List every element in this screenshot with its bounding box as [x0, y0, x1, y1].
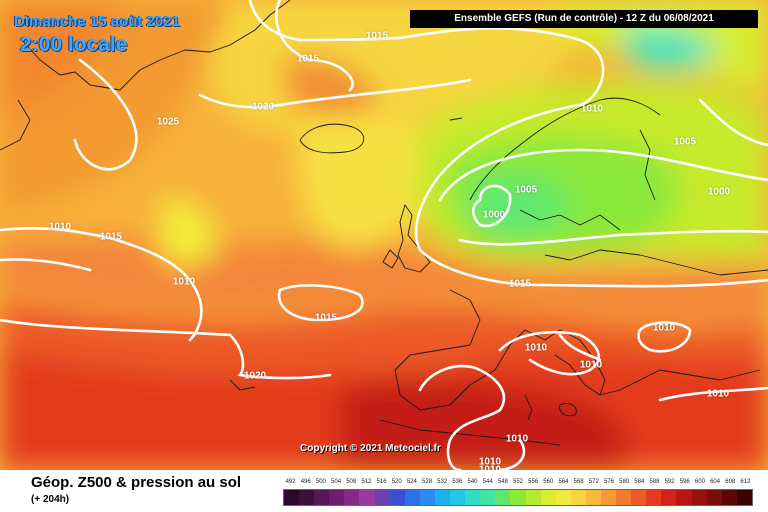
isobar-label: 1010	[579, 359, 603, 371]
isobar-label: 1010	[706, 388, 730, 400]
copyright-text: Copyright © 2021 Meteociel.fr	[300, 443, 441, 454]
scale-swatch	[540, 490, 556, 505]
scale-value: 544	[482, 479, 493, 485]
scale-swatch	[344, 490, 360, 505]
scale-value: 552	[512, 479, 523, 485]
scale-swatch	[570, 490, 586, 505]
isobar-label: 1000	[707, 186, 731, 198]
isobar-label: 1015	[365, 30, 389, 42]
geopotential-field	[0, 0, 768, 470]
isobar-label: 1015	[314, 312, 338, 324]
scale-swatch	[329, 490, 345, 505]
legend-footer: Géop. Z500 & pression au sol (+ 204h) 49…	[0, 470, 768, 512]
scale-swatch	[631, 490, 647, 505]
scale-value: 580	[619, 479, 630, 485]
isobar-label: 1015	[99, 231, 123, 243]
scale-value: 520	[391, 479, 402, 485]
scale-swatch	[600, 490, 617, 505]
scale-value: 584	[634, 479, 645, 485]
scale-swatch	[721, 490, 737, 505]
scale-swatch	[419, 490, 435, 505]
isobar-label: 1020	[243, 370, 267, 382]
scale-value: 612	[740, 479, 751, 485]
scale-value: 492	[285, 479, 296, 485]
isobar-label: 1010	[478, 464, 502, 471]
local-time: 2:00 locale	[20, 33, 128, 56]
scale-swatch	[691, 490, 707, 505]
scale-swatch	[616, 490, 632, 505]
color-scale-bar	[283, 489, 753, 506]
scale-value: 564	[558, 479, 569, 485]
coastlines	[0, 0, 768, 446]
isobar-lines	[0, 0, 768, 470]
scale-value: 556	[528, 479, 539, 485]
scale-swatch	[510, 490, 526, 505]
scale-value: 496	[300, 479, 311, 485]
scale-value: 504	[331, 479, 342, 485]
isobar-label: 1025	[156, 116, 180, 128]
isobar-label: 1005	[514, 184, 538, 196]
scale-value: 532	[437, 479, 448, 485]
scale-swatch	[284, 490, 300, 505]
isobar-label: 1015	[296, 53, 320, 65]
isobar-label: 1010	[524, 342, 548, 354]
isobar-label: 1010	[580, 103, 604, 115]
isobar-label: 1015	[508, 278, 532, 290]
scale-swatch	[706, 490, 722, 505]
scale-swatch	[450, 490, 466, 505]
scale-swatch	[525, 490, 541, 505]
isobar-label: 1000	[482, 209, 506, 221]
scale-value: 536	[452, 479, 463, 485]
scale-value: 592	[664, 479, 675, 485]
scale-value: 588	[649, 479, 660, 485]
forecast-date: Dimanche 15 août 2021	[14, 13, 180, 30]
scale-swatch	[465, 490, 481, 505]
scale-value: 500	[315, 479, 326, 485]
scale-value: 608	[725, 479, 736, 485]
scale-swatch	[646, 490, 662, 505]
scale-value: 508	[346, 479, 357, 485]
scale-value: 516	[376, 479, 387, 485]
scale-swatch	[676, 490, 692, 505]
scale-swatch	[359, 490, 375, 505]
isobar-label: 1005	[673, 136, 697, 148]
scale-value: 604	[710, 479, 721, 485]
scale-value: 548	[497, 479, 508, 485]
scale-swatch	[661, 490, 677, 505]
scale-swatch	[480, 490, 496, 505]
scale-value: 572	[588, 479, 599, 485]
scale-value: 540	[467, 479, 478, 485]
isobar-label: 1010	[505, 433, 529, 445]
forecast-lead-time: (+ 204h)	[31, 494, 70, 505]
scale-value: 524	[406, 479, 417, 485]
map-title: Géop. Z500 & pression au sol	[31, 474, 242, 491]
scale-value: 528	[422, 479, 433, 485]
scale-value: 560	[543, 479, 554, 485]
color-scale-labels: 492 496 500 504 508 512 516 520 524 528 532 536 540 5…	[283, 479, 753, 487]
scale-swatch	[299, 490, 315, 505]
scale-swatch	[389, 490, 405, 505]
scale-swatch	[434, 490, 451, 505]
scale-swatch	[374, 490, 390, 505]
scale-swatch	[736, 490, 752, 505]
isobar-label: 1010	[478, 456, 502, 468]
isobar-label: 1010	[172, 276, 196, 288]
scale-swatch	[314, 490, 330, 505]
scale-swatch	[585, 490, 601, 505]
scale-value: 568	[573, 479, 584, 485]
isobar-label: 1010	[48, 221, 72, 233]
scale-swatch	[555, 490, 571, 505]
isobar-label: 1010	[652, 322, 676, 334]
isobar-label: 1020	[251, 101, 275, 113]
scale-value: 576	[603, 479, 614, 485]
scale-swatch	[404, 490, 420, 505]
scale-value: 596	[679, 479, 690, 485]
scale-value: 600	[694, 479, 705, 485]
scale-swatch	[495, 490, 511, 505]
run-info-banner: Ensemble GEFS (Run de contrôle) - 12 Z d…	[410, 10, 758, 28]
scale-value: 512	[361, 479, 372, 485]
weather-map: 1015 1015 1020 1025 1010 1005 1005 1000 1000 1010…	[0, 0, 768, 470]
